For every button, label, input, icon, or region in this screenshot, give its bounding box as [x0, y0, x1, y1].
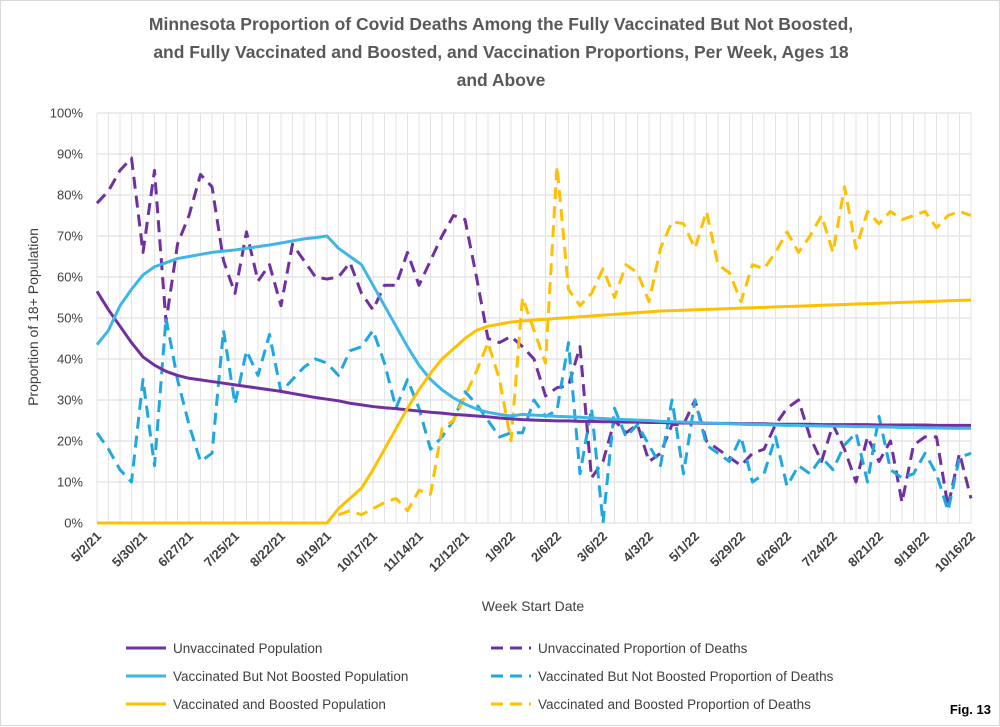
- legend-label: Unvaccinated Population: [173, 641, 322, 656]
- x-tick-label: 2/6/22: [528, 529, 564, 565]
- series-line-5: [97, 298, 972, 525]
- gridlines: [96, 112, 972, 524]
- x-tick-label: 5/1/22: [666, 529, 702, 565]
- x-tick-label: 9/19/21: [293, 529, 334, 570]
- chart-title-line-1: Minnesota Proportion of Covid Deaths Amo…: [149, 14, 853, 34]
- legend-label: Vaccinated and Boosted Proportion of Dea…: [538, 697, 811, 712]
- series-line-3: [95, 234, 971, 430]
- y-tick-label: 30%: [57, 393, 83, 408]
- x-tick-label: 6/26/22: [753, 529, 794, 570]
- x-tick-label: 11/14/21: [380, 529, 426, 575]
- y-tick-label: 80%: [57, 188, 83, 203]
- x-tick-label: 5/29/22: [707, 529, 748, 570]
- y-axis-title: Proportion of 18+ Population: [25, 228, 41, 406]
- legend-label: Vaccinated But Not Boosted Proportion of…: [538, 669, 834, 684]
- x-tick-label: 9/18/22: [891, 529, 932, 570]
- y-tick-label: 50%: [57, 311, 83, 326]
- x-tick-label: 4/3/22: [620, 529, 656, 565]
- x-axis-tick-labels: 5/2/21 5/30/21 6/27/21 7/25/21 8/22/21 9/19/2…: [68, 529, 978, 575]
- figure-label: Fig. 13: [950, 702, 991, 717]
- y-tick-label: 70%: [57, 229, 83, 244]
- chart-title-line-2: and Fully Vaccinated and Boosted, and Va…: [153, 42, 849, 62]
- y-axis-tick-labels: 0% 10% 20% 30% 40% 50% 60% 70% 80% 90% 100%: [50, 106, 84, 531]
- x-tick-label: 8/22/21: [247, 529, 288, 570]
- chart-title-line-3: and Above: [457, 70, 546, 90]
- legend-label: Unvaccinated Proportion of Deaths: [538, 641, 748, 656]
- series-line-2: [95, 156, 973, 509]
- y-tick-label: 40%: [57, 352, 83, 367]
- y-tick-label: 10%: [57, 475, 83, 490]
- legend: Unvaccinated Population Unvaccinated Prop…: [126, 641, 834, 712]
- series-lines: [95, 156, 973, 525]
- series-line-4: [95, 316, 972, 525]
- y-tick-label: 100%: [50, 106, 84, 121]
- x-tick-label: 1/9/22: [482, 529, 518, 565]
- y-tick-label: 0%: [64, 516, 83, 531]
- x-axis-title: Week Start Date: [482, 598, 585, 614]
- x-tick-label: 5/2/21: [68, 529, 104, 565]
- x-tick-label: 3/6/22: [574, 529, 610, 565]
- y-tick-label: 20%: [57, 434, 83, 449]
- legend-label: Vaccinated But Not Boosted Population: [173, 669, 408, 684]
- x-tick-label: 8/21/22: [845, 529, 886, 570]
- x-tick-label: 10/17/21: [334, 529, 380, 575]
- legend-label: Vaccinated and Boosted Population: [173, 697, 386, 712]
- y-tick-label: 60%: [57, 270, 83, 285]
- x-tick-label: 7/24/22: [799, 529, 840, 570]
- chart-title: Minnesota Proportion of Covid Deaths Amo…: [149, 14, 853, 90]
- x-tick-label: 10/16/22: [932, 529, 978, 575]
- x-tick-label: 12/12/21: [426, 529, 472, 575]
- x-tick-label: 7/25/21: [201, 529, 242, 570]
- series-line-6: [337, 164, 972, 517]
- x-tick-label: 5/30/21: [109, 529, 150, 570]
- x-tick-label: 6/27/21: [155, 529, 196, 570]
- y-tick-label: 90%: [57, 147, 83, 162]
